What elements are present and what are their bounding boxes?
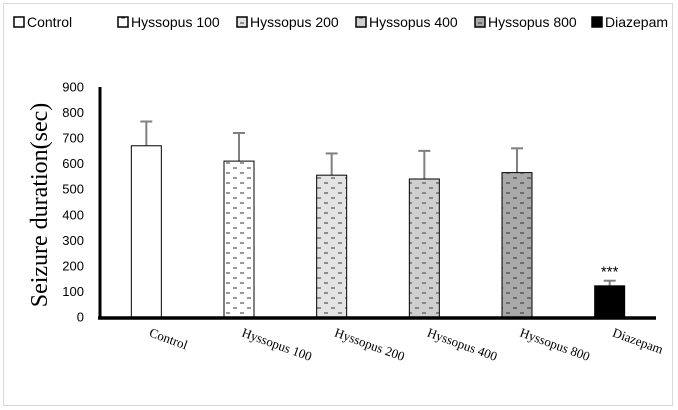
y-tick-label: 400 — [62, 207, 84, 222]
y-tick-label: 300 — [62, 233, 84, 248]
legend-label: Hyssopus 100 — [131, 14, 220, 30]
bar-hyssopus-200 — [316, 174, 348, 318]
bar-control — [130, 145, 162, 318]
y-tick-label: 800 — [62, 105, 84, 120]
x-tick-label: Hyssopus 400 — [425, 325, 499, 364]
y-tick-label: 700 — [62, 131, 84, 146]
x-axis: Control Hyssopus 100 Hyssopus 200 Hyssopus … — [98, 316, 666, 364]
bar-hyssopus-100 — [223, 160, 255, 318]
legend-swatch-hyssopus-800 — [474, 16, 486, 28]
y-tick-label: 900 — [62, 80, 84, 95]
legend-label: Control — [27, 14, 72, 30]
significance-annotation: *** — [601, 264, 619, 281]
y-axis-label: Seizure duration(sec) — [27, 103, 53, 308]
legend-label: Diazepam — [605, 14, 668, 30]
x-tick-label: Hyssopus 200 — [333, 325, 407, 364]
bar-hyssopus-800 — [501, 172, 533, 318]
legend-swatch-hyssopus-200 — [236, 16, 248, 28]
legend-swatch-hyssopus-100 — [117, 16, 129, 28]
bar-diazepam — [594, 285, 626, 318]
legend-label: Hyssopus 400 — [369, 14, 458, 30]
bars: *** — [130, 120, 626, 318]
legend-swatch-diazepam — [591, 16, 603, 28]
x-tick-label: Hyssopus 100 — [240, 325, 314, 364]
y-tick-label: 200 — [62, 258, 84, 273]
y-axis: 0 100 200 300 400 500 600 700 800 900 — [62, 80, 102, 325]
legend-label: Hyssopus 200 — [250, 14, 339, 30]
legend: Control Hyssopus 100 Hyssopus 200 Hyssopus … — [13, 14, 668, 30]
x-tick-label: Diazepam — [611, 325, 666, 357]
y-tick-label: 500 — [62, 182, 84, 197]
x-tick-label: Hyssopus 800 — [518, 325, 592, 364]
y-tick-label: 0 — [77, 310, 84, 325]
y-tick-label: 600 — [62, 156, 84, 171]
legend-swatch-control — [13, 16, 25, 28]
y-tick-label: 100 — [62, 284, 84, 299]
legend-swatch-hyssopus-400 — [355, 16, 367, 28]
x-tick-label: Control — [147, 325, 190, 353]
bar-hyssopus-400 — [408, 178, 440, 318]
legend-label: Hyssopus 800 — [488, 14, 577, 30]
